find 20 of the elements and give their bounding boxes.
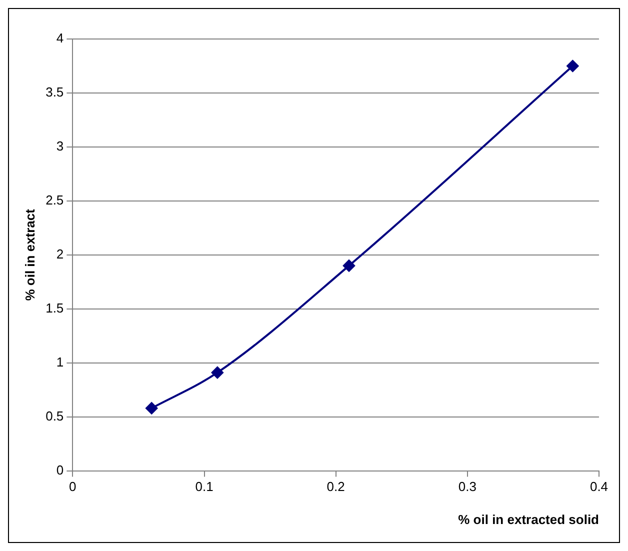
y-tick-label: 3.5 (46, 84, 64, 100)
y-tick-label: 1.5 (46, 300, 64, 316)
y-tick-label: 0 (56, 462, 64, 478)
y-tick-label: 4 (56, 30, 64, 46)
x-axis-title: % oil in extracted solid (458, 512, 600, 527)
x-tick-label: 0.3 (458, 479, 476, 494)
y-tick-label: 1 (56, 354, 64, 370)
point (211, 366, 224, 379)
y-tick-label: 2 (56, 246, 64, 262)
y-tick-label: 2.5 (46, 192, 64, 208)
x-tick-label: 0 (69, 479, 76, 494)
x-tick-label: 0.1 (195, 479, 214, 494)
y-tick-label: 3 (56, 138, 64, 154)
point (566, 60, 579, 72)
x-tick-label: 0.4 (590, 479, 608, 494)
x-tick-label: 0.2 (326, 479, 345, 494)
point (342, 260, 355, 272)
y-tick-label: 0.5 (46, 408, 64, 424)
point (146, 402, 158, 414)
y-axis-title: % oil in extract (22, 208, 38, 301)
